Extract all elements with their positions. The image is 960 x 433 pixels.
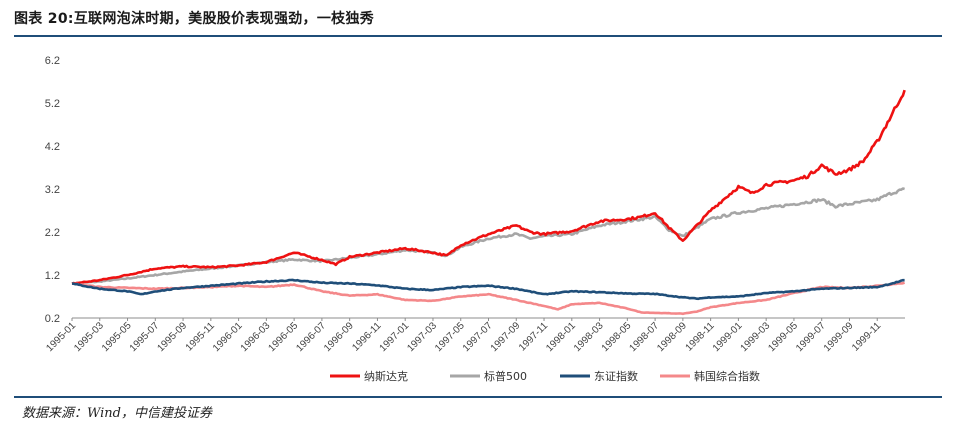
x-axis: 1995-011995-031995-051995-071995-091995-… [44, 317, 905, 354]
x-tick-label: 1996-01 [211, 320, 245, 354]
y-tick-label: 5.2 [45, 98, 60, 110]
x-tick-label: 1995-01 [44, 320, 78, 354]
x-tick-label: 1996-03 [239, 320, 273, 354]
x-tick-label: 1997-03 [405, 320, 439, 354]
x-tick-label: 1999-05 [766, 320, 800, 354]
series-line-1 [71, 89, 906, 285]
x-tick-label: 1995-09 [155, 320, 189, 354]
x-tick-label: 1995-03 [72, 320, 106, 354]
line-chart: 6.25.24.23.22.21.20.2 1995-011995-031995… [44, 55, 906, 383]
title-divider [14, 35, 942, 37]
series-line-2 [71, 187, 905, 285]
series-layer [71, 89, 906, 316]
y-tick-label: 0.2 [45, 313, 60, 325]
source-divider [14, 396, 942, 398]
data-source: 数据来源：Wind，中信建投证券 [22, 406, 212, 421]
x-tick-label: 1995-05 [100, 320, 134, 354]
y-tick-label: 1.2 [45, 270, 60, 282]
x-tick-label: 1999-07 [794, 320, 828, 354]
x-tick-label: 1999-01 [711, 320, 745, 354]
x-tick-label: 1997-05 [433, 320, 467, 354]
x-tick-label: 1995-07 [128, 320, 162, 354]
x-tick-label: 1998-03 [572, 320, 606, 354]
legend-label: 韩国综合指数 [694, 369, 760, 383]
x-tick-label: 1998-07 [627, 320, 661, 354]
x-tick-label: 1996-09 [322, 320, 356, 354]
x-tick-label: 1997-09 [489, 320, 523, 354]
x-tick-label: 1996-07 [294, 320, 328, 354]
x-tick-label: 1999-03 [739, 320, 773, 354]
x-tick-label: 1997-07 [461, 320, 495, 354]
y-axis: 6.2 5.2 4.2 3.2 2.2 1.2 0.2 [45, 55, 60, 325]
x-tick-label: 1998-01 [544, 320, 578, 354]
x-tick-label: 1998-05 [600, 320, 634, 354]
x-tick-label: 1996-05 [267, 320, 301, 354]
series-line-4 [72, 281, 906, 316]
y-tick-label: 2.2 [45, 227, 60, 239]
y-tick-label: 4.2 [45, 141, 60, 153]
x-tick-label: 1999-11 [850, 320, 884, 354]
legend-label: 纳斯达克 [364, 370, 408, 383]
figure-title: 图表 20:互联网泡沫时期，美股股价表现强劲，一枝独秀 [14, 11, 375, 27]
x-tick-label: 1998-09 [655, 320, 689, 354]
x-tick-label: 1997-01 [378, 320, 412, 354]
y-tick-label: 6.2 [45, 55, 60, 67]
series-line-3 [71, 278, 905, 301]
x-tick-label: 1999-09 [822, 320, 856, 354]
legend-label: 标普500 [484, 369, 527, 383]
legend: 纳斯达克 标普500 东证指数 韩国综合指数 [330, 369, 760, 383]
legend-label: 东证指数 [594, 369, 638, 383]
y-tick-label: 3.2 [45, 184, 60, 196]
